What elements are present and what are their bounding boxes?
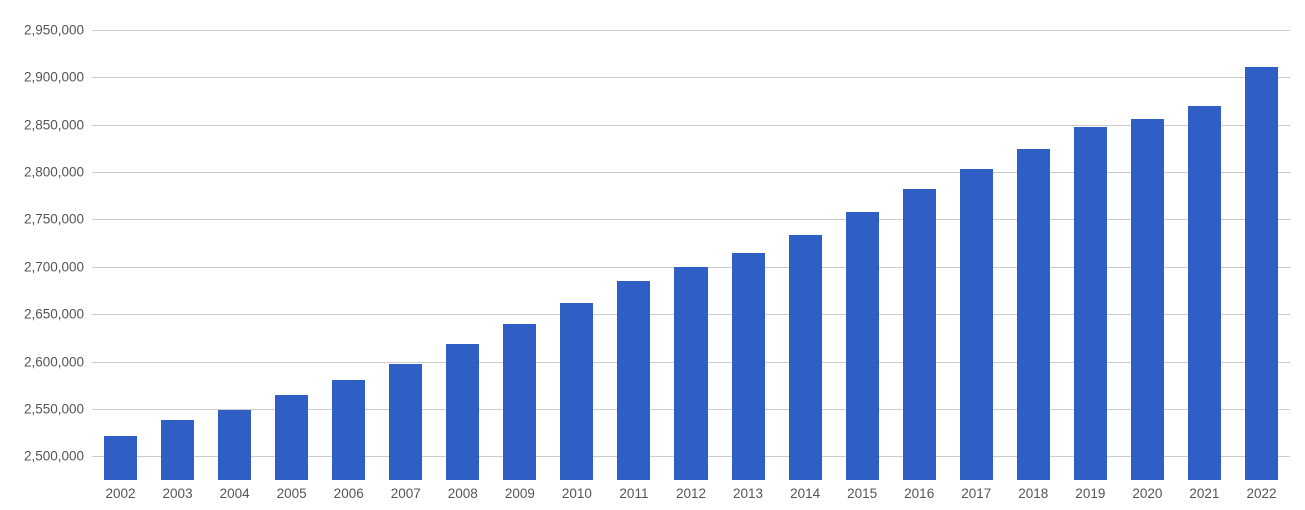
bar (161, 420, 194, 480)
bar (389, 364, 422, 480)
bar (1017, 149, 1050, 480)
gridline (92, 30, 1290, 31)
y-axis-label: 2,500,000 (24, 449, 92, 464)
gridline (92, 125, 1290, 126)
x-axis-label: 2006 (334, 480, 364, 501)
x-axis-label: 2013 (733, 480, 763, 501)
y-axis-label: 2,700,000 (24, 259, 92, 274)
bar (332, 380, 365, 480)
bar (218, 410, 251, 480)
y-axis-label: 2,550,000 (24, 401, 92, 416)
gridline (92, 172, 1290, 173)
bar-chart: 2,500,000 2,550,000 2,600,000 2,650,000 2,70… (0, 0, 1305, 510)
x-axis-label: 2009 (505, 480, 535, 501)
x-axis-label: 2021 (1189, 480, 1219, 501)
x-axis-label: 2014 (790, 480, 820, 501)
bar (1074, 127, 1107, 480)
x-axis-label: 2002 (105, 480, 135, 501)
bar (903, 189, 936, 480)
bar (1245, 67, 1278, 480)
bar (1131, 119, 1164, 480)
bar (674, 267, 707, 480)
x-axis-label: 2004 (220, 480, 250, 501)
plot-area: 2,500,0002,550,0002,600,0002,650,0002,70… (92, 30, 1290, 480)
x-axis-label: 2005 (277, 480, 307, 501)
bar (446, 344, 479, 480)
bar (104, 436, 137, 480)
x-axis-label: 2010 (562, 480, 592, 501)
gridline (92, 77, 1290, 78)
y-axis-label: 2,900,000 (24, 70, 92, 85)
x-axis-label: 2018 (1018, 480, 1048, 501)
bar (846, 212, 879, 480)
x-axis-label: 2003 (163, 480, 193, 501)
gridline (92, 219, 1290, 220)
x-axis-label: 2011 (619, 480, 648, 501)
bar (560, 303, 593, 480)
x-axis-label: 2012 (676, 480, 706, 501)
y-axis-label: 2,750,000 (24, 212, 92, 227)
x-axis-label: 2016 (904, 480, 934, 501)
x-axis-label: 2015 (847, 480, 877, 501)
x-axis-label: 2017 (961, 480, 991, 501)
bar (275, 395, 308, 480)
y-axis-label: 2,950,000 (24, 23, 92, 38)
x-axis-label: 2022 (1246, 480, 1276, 501)
x-axis-label: 2019 (1075, 480, 1105, 501)
x-axis-label: 2008 (448, 480, 478, 501)
y-axis-label: 2,600,000 (24, 354, 92, 369)
bar (503, 324, 536, 480)
x-axis-label: 2007 (391, 480, 421, 501)
bar (789, 235, 822, 480)
bar (1188, 106, 1221, 480)
bar (960, 169, 993, 480)
y-axis-label: 2,850,000 (24, 117, 92, 132)
y-axis-label: 2,800,000 (24, 165, 92, 180)
bar (617, 281, 650, 480)
bar (732, 253, 765, 480)
x-axis-label: 2020 (1132, 480, 1162, 501)
y-axis-label: 2,650,000 (24, 307, 92, 322)
